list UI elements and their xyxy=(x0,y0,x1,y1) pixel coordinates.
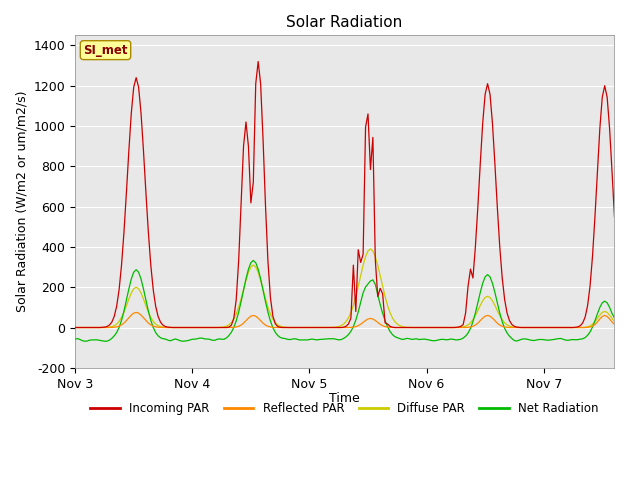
Text: SI_met: SI_met xyxy=(83,44,128,57)
Legend: Incoming PAR, Reflected PAR, Diffuse PAR, Net Radiation: Incoming PAR, Reflected PAR, Diffuse PAR… xyxy=(86,397,604,420)
Y-axis label: Solar Radiation (W/m2 or um/m2/s): Solar Radiation (W/m2 or um/m2/s) xyxy=(15,91,28,312)
X-axis label: Time: Time xyxy=(329,392,360,405)
Title: Solar Radiation: Solar Radiation xyxy=(287,15,403,30)
